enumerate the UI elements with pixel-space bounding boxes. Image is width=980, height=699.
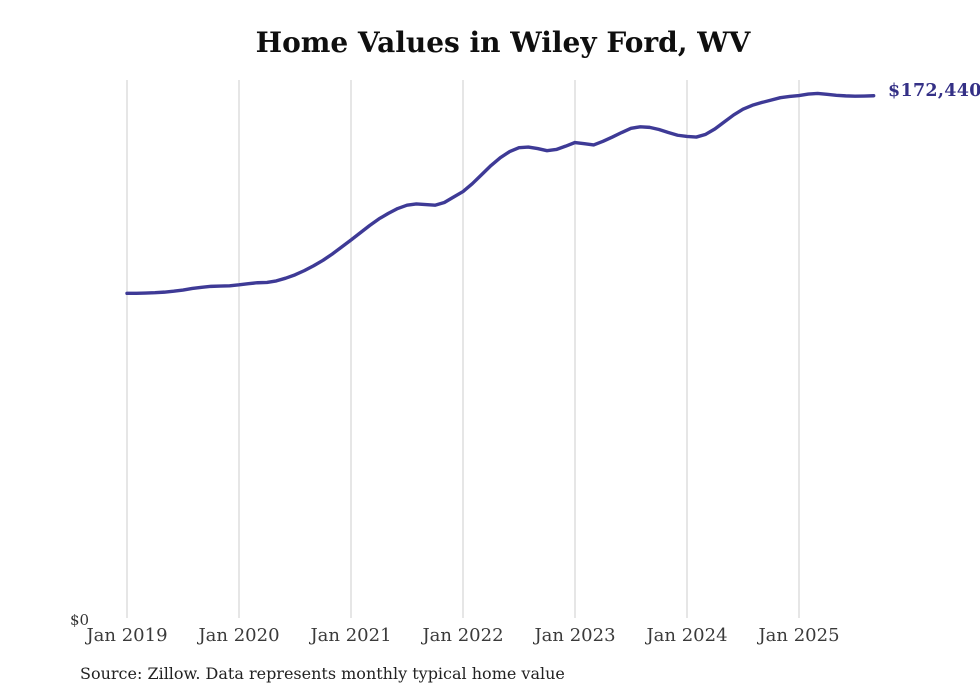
latest-value-label: $172,440 (888, 81, 980, 101)
x-axis-label: Jan 2025 (756, 625, 839, 646)
chart-title: Home Values in Wiley Ford, WV (255, 26, 751, 59)
source-note: Source: Zillow. Data represents monthly … (80, 664, 565, 683)
x-axis-label: Jan 2020 (196, 625, 279, 646)
y-axis-zero-label: $0 (70, 611, 90, 629)
x-axis-label: Jan 2024 (644, 625, 727, 646)
x-axis-labels: Jan 2019 Jan 2020 Jan 2021 Jan 2022 Jan 2023… (84, 625, 839, 646)
x-axis-label: Jan 2022 (420, 625, 503, 646)
gridlines (126, 80, 800, 618)
home-value-line (125, 91, 876, 296)
x-axis-label: Jan 2019 (84, 625, 167, 646)
x-axis-label: Jan 2023 (532, 625, 615, 646)
x-axis-label: Jan 2021 (308, 625, 391, 646)
